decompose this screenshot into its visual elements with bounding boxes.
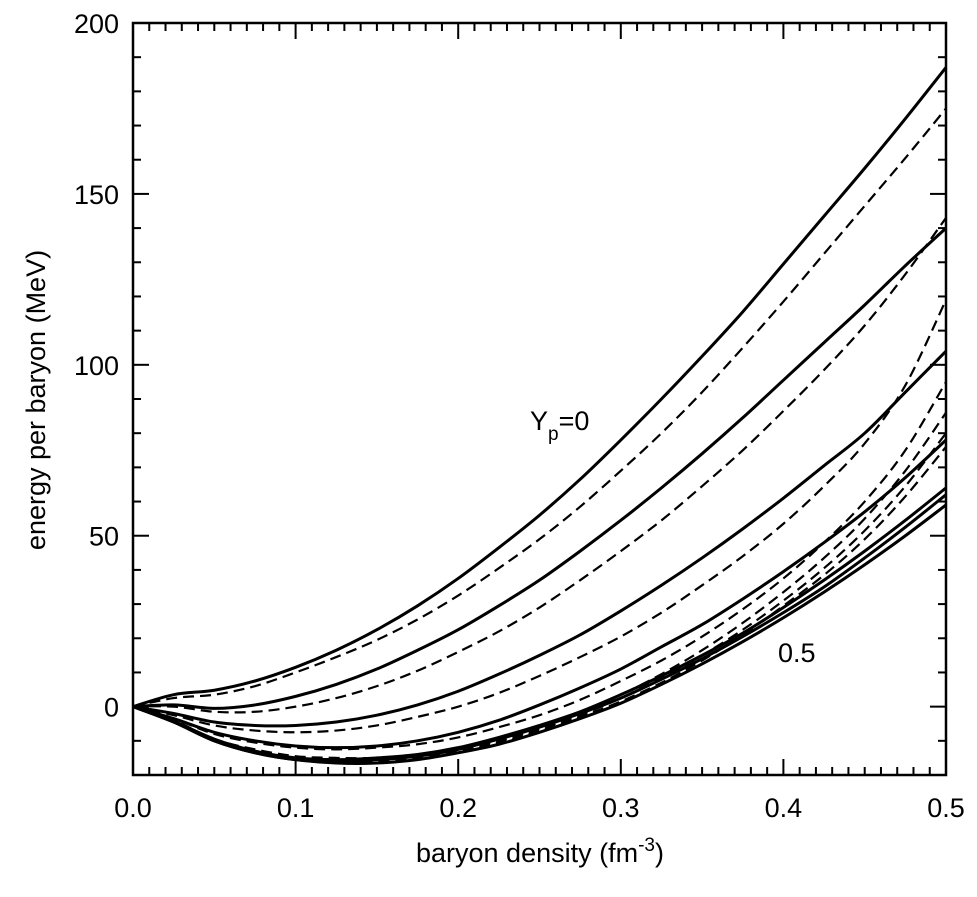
annotation-yp0: Yp=0 xyxy=(530,406,589,445)
plot-frame xyxy=(131,21,948,777)
y-axis-title: energy per baryon (MeV) xyxy=(21,250,51,550)
x-tick-label: 0.1 xyxy=(277,793,315,823)
annotation-0-5: 0.5 xyxy=(778,638,816,668)
dashed-curve-9 xyxy=(132,299,947,734)
solid-curve-6 xyxy=(132,486,947,762)
solid-curve-5 xyxy=(132,493,947,763)
y-tick-label: 0 xyxy=(104,693,119,723)
x-tick-label: 0.5 xyxy=(927,793,965,823)
solid-curve-0 xyxy=(132,66,948,709)
series-layer xyxy=(132,66,948,765)
y-tick-label: 150 xyxy=(74,180,119,210)
dashed-curve-10 xyxy=(132,381,947,751)
x-tick-label: 0.4 xyxy=(765,793,803,823)
tick-labels: 0.0 0.1 0.2 0.3 0.4 0.5 0 50 100 150 200 xyxy=(74,9,965,823)
x-axis-title-close: ) xyxy=(655,838,664,868)
x-tick-label: 0.0 xyxy=(114,793,152,823)
x-tick-label: 0.3 xyxy=(602,793,640,823)
y-tick-label: 50 xyxy=(89,522,119,552)
dashed-curve-8 xyxy=(132,217,947,714)
annotation-yp0-rest: =0 xyxy=(559,406,590,436)
solid-curve-1 xyxy=(132,226,948,710)
dashed-curve-13 xyxy=(132,446,947,765)
dashed-curve-11 xyxy=(132,412,947,760)
x-tick-label: 0.2 xyxy=(439,793,477,823)
y-tick-label: 100 xyxy=(74,351,119,381)
solid-curve-2 xyxy=(132,350,948,728)
ticks-layer xyxy=(132,22,947,776)
dashed-curve-7 xyxy=(132,107,947,708)
y-tick-label: 200 xyxy=(74,9,119,39)
x-axis-title: baryon density (fm-3) xyxy=(416,835,664,868)
x-axis-title-sup: -3 xyxy=(638,835,655,856)
solid-curve-3 xyxy=(132,438,948,750)
annotation-yp0-sub: p xyxy=(548,424,559,445)
